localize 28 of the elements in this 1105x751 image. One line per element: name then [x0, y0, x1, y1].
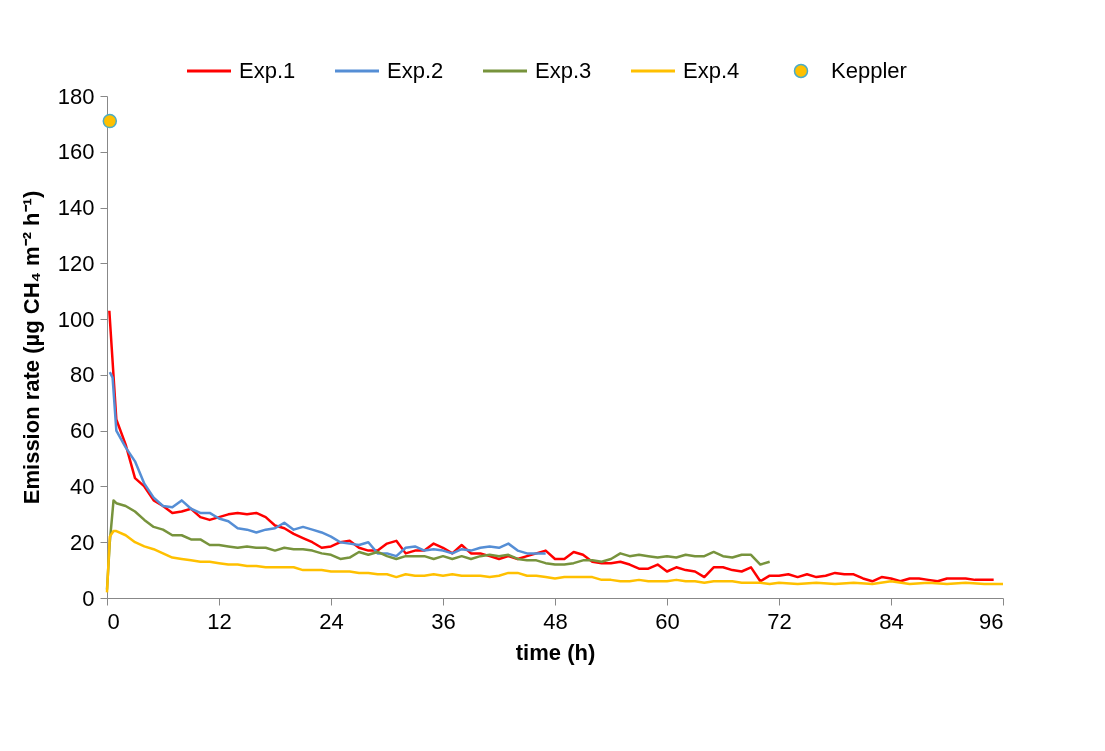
x-tick-label: 72: [767, 608, 792, 634]
x-tick-label: 0: [107, 608, 120, 634]
legend-label: Exp.3: [535, 58, 592, 83]
line-series: [105, 529, 1005, 594]
y-tick-label: 60: [70, 418, 95, 444]
y-tick-label: 80: [70, 362, 95, 388]
y-tick-label: 20: [70, 529, 95, 555]
y-tick-label: 0: [82, 585, 95, 611]
line-series: [108, 370, 547, 558]
legend-label: Exp.2: [387, 58, 444, 83]
y-tick-label: 160: [57, 139, 95, 165]
y-tick-label: 40: [70, 473, 95, 499]
x-tick-label: 60: [655, 608, 680, 634]
x-tick-label: 84: [879, 608, 904, 634]
x-tick-label: 36: [431, 608, 456, 634]
x-tick-label: 48: [543, 608, 568, 634]
legend-label: Exp.4: [683, 58, 740, 83]
y-tick-label: 120: [57, 250, 95, 276]
x-axis-title: time (h): [515, 639, 596, 665]
y-axis-title: Emission rate (µg CH₄ m⁻² h⁻¹): [18, 190, 44, 505]
x-tick-label: 96: [979, 608, 1004, 634]
y-tick-label: 180: [57, 83, 95, 109]
x-tick-label: 12: [207, 608, 232, 634]
y-tick-label: 100: [57, 306, 95, 332]
x-tick-label: 24: [319, 608, 344, 634]
legend-label: Exp.1: [239, 58, 296, 83]
legend-label: Keppler: [831, 58, 907, 83]
y-tick-label: 140: [57, 195, 95, 221]
